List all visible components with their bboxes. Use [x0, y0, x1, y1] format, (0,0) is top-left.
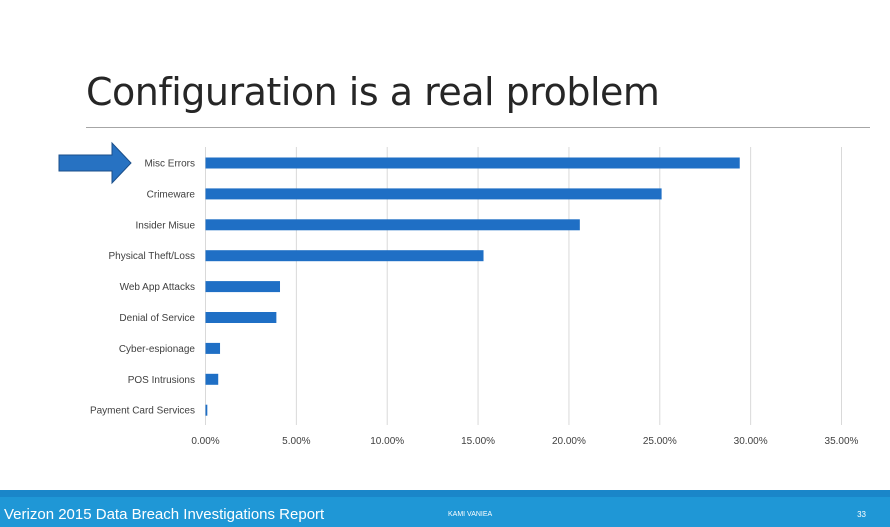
x-tick-label: 5.00%	[282, 436, 310, 447]
category-label: Web App Attacks	[120, 282, 195, 293]
bar	[205, 281, 281, 293]
x-tick-label: 10.00%	[370, 436, 404, 447]
right-arrow-icon	[58, 141, 132, 185]
x-tick-label: 20.00%	[552, 436, 586, 447]
slide-title: Configuration is a real problem	[86, 70, 660, 114]
category-label: Payment Card Services	[90, 406, 195, 417]
bar	[205, 250, 484, 262]
category-labels: Misc Errors Crimeware Insider Misue Physica…	[90, 159, 195, 417]
category-label: Misc Errors	[144, 159, 195, 170]
bar	[205, 342, 221, 354]
category-label: Crimeware	[147, 189, 196, 200]
slide-number: 33	[857, 510, 866, 519]
x-tick-label: 25.00%	[643, 436, 677, 447]
footer-report-title: Verizon 2015 Data Breach Investigations …	[4, 506, 325, 523]
bar	[205, 157, 740, 169]
x-tick-label: 0.00%	[191, 436, 219, 447]
category-label: Cyber-espionage	[119, 344, 196, 355]
category-label: POS Intrusions	[128, 375, 195, 386]
x-tick-label: 30.00%	[734, 436, 768, 447]
footer-author: KAMI VANIEA	[448, 511, 493, 518]
x-tick-label: 15.00%	[461, 436, 495, 447]
bars	[205, 157, 740, 416]
bar	[205, 188, 662, 200]
bar	[205, 312, 277, 323]
bar	[205, 373, 219, 385]
footer-stripe	[0, 490, 890, 497]
category-label: Physical Theft/Loss	[108, 251, 195, 262]
footer-bar: Verizon 2015 Data Breach Investigations …	[0, 497, 890, 527]
x-tick-labels: 0.00% 5.00% 10.00% 15.00% 20.00% 25.00% 30.00%…	[191, 436, 858, 447]
category-label: Insider Misue	[136, 220, 196, 231]
arrow-shape	[58, 141, 132, 185]
title-divider	[86, 127, 870, 128]
bar	[205, 404, 208, 416]
x-tick-label: 35.00%	[825, 436, 859, 447]
bar	[205, 219, 580, 231]
category-label: Denial of Service	[119, 313, 195, 324]
